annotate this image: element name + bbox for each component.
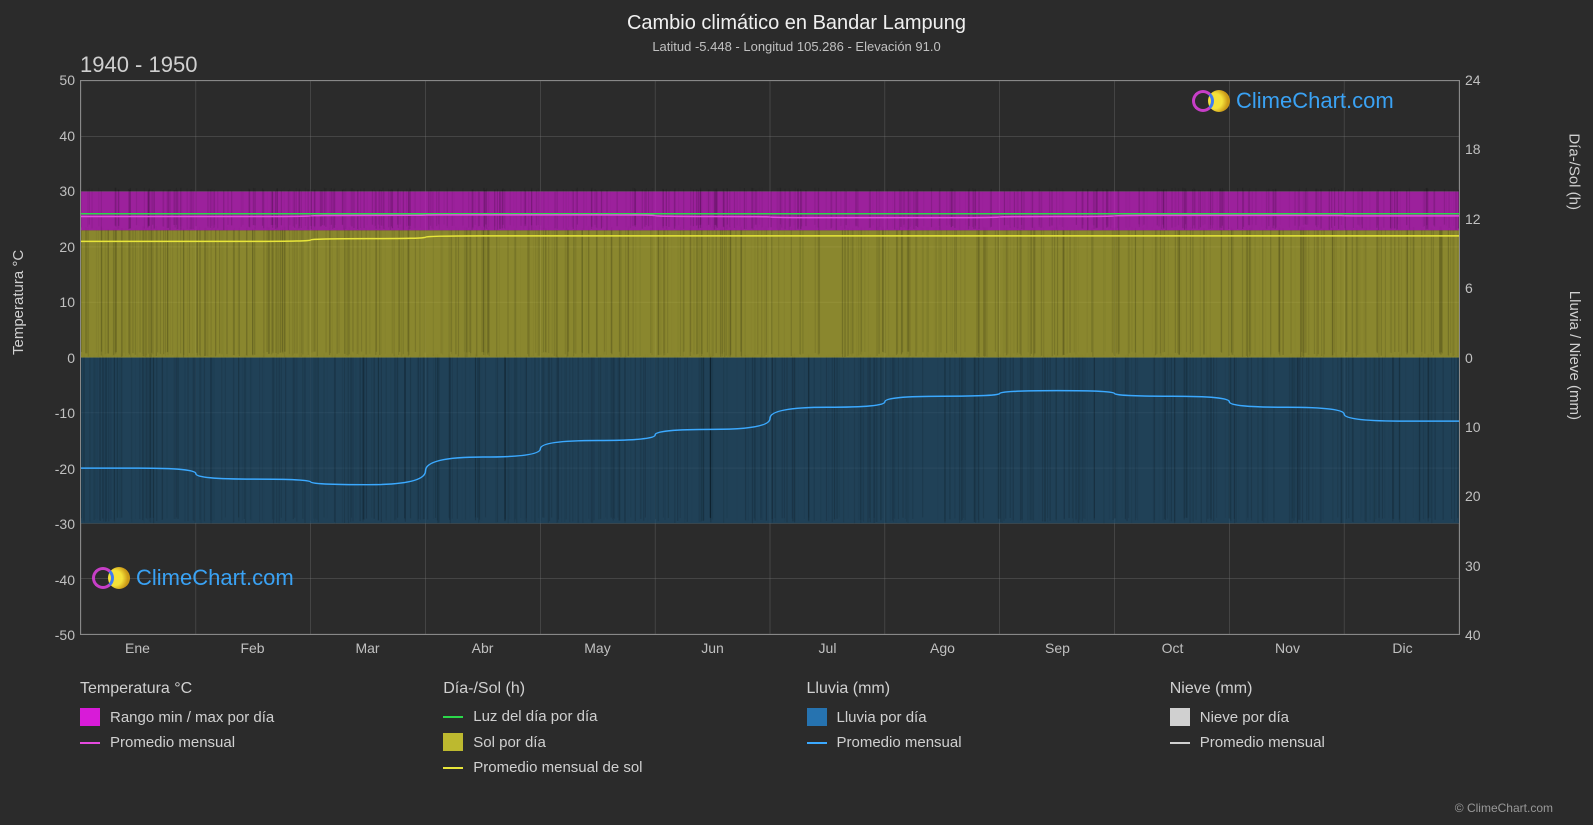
- legend-item: Rango min / max por día: [80, 708, 423, 726]
- y-right-tick: 30: [1465, 558, 1495, 574]
- watermark: ClimeChart.com: [92, 565, 294, 591]
- y-right-tick: 6: [1465, 280, 1495, 296]
- y-right-tick: 40: [1465, 627, 1495, 643]
- y-left-tick: -40: [45, 572, 75, 588]
- legend-item: Promedio mensual de sol: [443, 759, 786, 776]
- x-tick: Oct: [1162, 640, 1184, 656]
- brand-text: ClimeChart.com: [136, 565, 294, 591]
- y-right-tick: 0: [1465, 350, 1495, 366]
- legend-swatch: [807, 708, 827, 726]
- legend-line-icon: [1170, 742, 1190, 744]
- legend-line-icon: [80, 742, 100, 744]
- y-right-tick: 20: [1465, 488, 1495, 504]
- legend-label: Promedio mensual: [1200, 734, 1325, 751]
- y-left-tick: 10: [45, 294, 75, 310]
- legend-label: Promedio mensual de sol: [473, 759, 642, 776]
- x-tick: Abr: [472, 640, 494, 656]
- logo-c-icon: [92, 567, 114, 589]
- y-right-bottom-axis-label: Lluvia / Nieve (mm): [1566, 291, 1583, 420]
- legend-swatch: [443, 733, 463, 751]
- legend-item: Lluvia por día: [807, 708, 1150, 726]
- legend-label: Nieve por día: [1200, 709, 1289, 726]
- legend-label: Luz del día por día: [473, 708, 597, 725]
- y-left-axis-label: Temperatura °C: [10, 250, 27, 355]
- period-label: 1940 - 1950: [80, 52, 197, 78]
- legend-line-icon: [443, 716, 463, 718]
- x-tick: Jul: [819, 640, 837, 656]
- legend-title: Día-/Sol (h): [443, 680, 786, 698]
- y-left-tick: -10: [45, 405, 75, 421]
- x-tick: Ene: [125, 640, 150, 656]
- legend-item: Promedio mensual: [80, 734, 423, 751]
- legend-line-icon: [807, 742, 827, 744]
- x-tick: Jun: [701, 640, 724, 656]
- legend-col: Temperatura °C Rango min / max por día Pro…: [80, 680, 423, 784]
- logo-c-icon: [1192, 90, 1214, 112]
- brand-text: ClimeChart.com: [1236, 88, 1394, 114]
- copyright: © ClimeChart.com: [1455, 801, 1553, 815]
- chart-title: Cambio climático en Bandar Lampung: [0, 0, 1593, 35]
- legend-item: Luz del día por día: [443, 708, 786, 725]
- x-tick: Nov: [1275, 640, 1300, 656]
- y-right-tick: 18: [1465, 141, 1495, 157]
- legend-swatch: [80, 708, 100, 726]
- legend-col: Lluvia (mm) Lluvia por día Promedio mensua…: [807, 680, 1150, 784]
- plot-svg: [81, 81, 1459, 634]
- x-tick: Mar: [355, 640, 379, 656]
- y-left-tick: 30: [45, 183, 75, 199]
- legend-item: Sol por día: [443, 733, 786, 751]
- y-left-tick: 50: [45, 72, 75, 88]
- y-left-tick: 0: [45, 350, 75, 366]
- legend-title: Nieve (mm): [1170, 680, 1513, 698]
- legend-title: Lluvia (mm): [807, 680, 1150, 698]
- x-tick: Ago: [930, 640, 955, 656]
- legend-swatch: [1170, 708, 1190, 726]
- chart-subtitle: Latitud -5.448 - Longitud 105.286 - Elev…: [0, 35, 1593, 54]
- legend-label: Promedio mensual: [110, 734, 235, 751]
- legend-item: Nieve por día: [1170, 708, 1513, 726]
- y-left-tick: -20: [45, 461, 75, 477]
- legend-line-icon: [443, 767, 463, 769]
- y-right-tick: 10: [1465, 419, 1495, 435]
- y-left-tick: 40: [45, 128, 75, 144]
- legend-label: Rango min / max por día: [110, 709, 274, 726]
- x-tick: Sep: [1045, 640, 1070, 656]
- x-tick: Dic: [1392, 640, 1412, 656]
- legend-title: Temperatura °C: [80, 680, 423, 698]
- legend-item: Promedio mensual: [807, 734, 1150, 751]
- x-tick: May: [584, 640, 610, 656]
- y-right-top-axis-label: Día-/Sol (h): [1566, 133, 1583, 210]
- legend: Temperatura °C Rango min / max por día Pro…: [80, 680, 1513, 784]
- legend-col: Día-/Sol (h) Luz del día por día Sol por d…: [443, 680, 786, 784]
- plot-area: [80, 80, 1460, 635]
- y-left-tick: -50: [45, 627, 75, 643]
- y-left-tick: -30: [45, 516, 75, 532]
- legend-label: Promedio mensual: [837, 734, 962, 751]
- y-right-tick: 24: [1465, 72, 1495, 88]
- x-tick: Feb: [240, 640, 264, 656]
- watermark: ClimeChart.com: [1192, 88, 1394, 114]
- y-right-tick: 12: [1465, 211, 1495, 227]
- y-left-tick: 20: [45, 239, 75, 255]
- legend-item: Promedio mensual: [1170, 734, 1513, 751]
- legend-col: Nieve (mm) Nieve por día Promedio mensual: [1170, 680, 1513, 784]
- legend-label: Lluvia por día: [837, 709, 927, 726]
- legend-label: Sol por día: [473, 734, 546, 751]
